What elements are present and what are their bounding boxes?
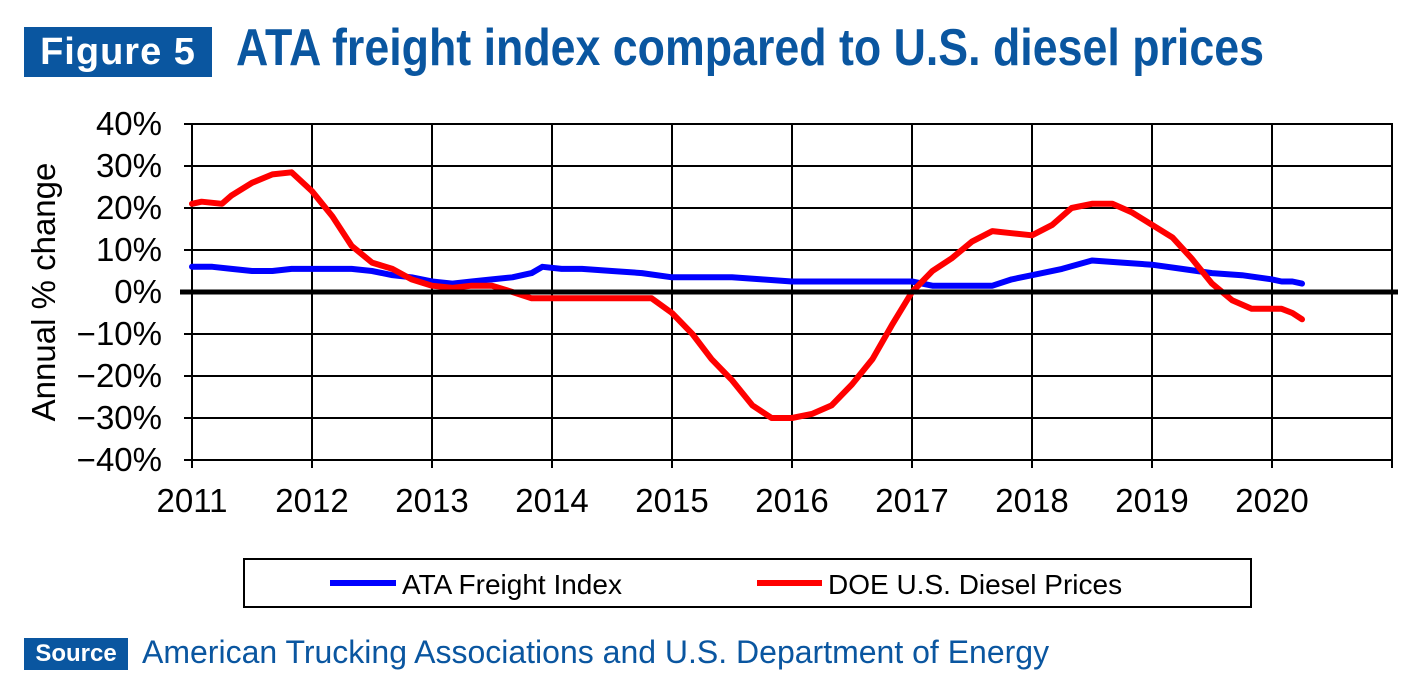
y-tick-label: 20% (96, 189, 162, 226)
y-tick-label: 40% (96, 105, 162, 142)
y-tick-label: −30% (77, 399, 162, 436)
x-tick-label: 2015 (635, 482, 708, 519)
x-tick-label: 2013 (395, 482, 468, 519)
legend: ATA Freight Index DOE U.S. Diesel Prices (243, 558, 1252, 608)
legend-box (243, 558, 1252, 608)
x-tick-label: 2020 (1235, 482, 1308, 519)
legend-label-diesel: DOE U.S. Diesel Prices (828, 569, 1122, 600)
source-label: Source (24, 638, 128, 670)
x-tick-label: 2019 (1115, 482, 1188, 519)
series-line-diesel-prices (189, 169, 1305, 421)
x-tick-label: 2011 (157, 482, 228, 519)
x-tick-label: 2017 (875, 482, 948, 519)
y-axis-label: Annual % change (25, 163, 62, 422)
y-tick-label: 30% (96, 147, 162, 184)
figure-label: Figure 5 (24, 27, 212, 77)
y-tick-label: −20% (77, 357, 162, 394)
source-text: American Trucking Associations and U.S. … (142, 634, 1050, 670)
x-tick-label: 2018 (995, 482, 1068, 519)
y-tick-labels: −40% −30% −20% −10% 0% 10% 20% 30% 40% (77, 105, 162, 478)
legend-label-freight: ATA Freight Index (402, 569, 622, 600)
x-tick-labels: 2011 2012 2013 2014 2015 2016 2017 2018 2019 2020 (157, 482, 1309, 519)
y-tick-label: 10% (96, 231, 162, 268)
y-tick-label: −10% (77, 315, 162, 352)
x-tick-label: 2012 (275, 482, 348, 519)
series-line-freight-index (189, 257, 1305, 289)
x-tick-label: 2016 (755, 482, 828, 519)
chart-title: ATA freight index compared to U.S. diese… (236, 19, 1264, 77)
y-tick-label: −40% (77, 441, 162, 478)
series-lines (180, 169, 1398, 421)
y-tick-label: 0% (114, 273, 162, 310)
x-tick-label: 2014 (515, 482, 588, 519)
